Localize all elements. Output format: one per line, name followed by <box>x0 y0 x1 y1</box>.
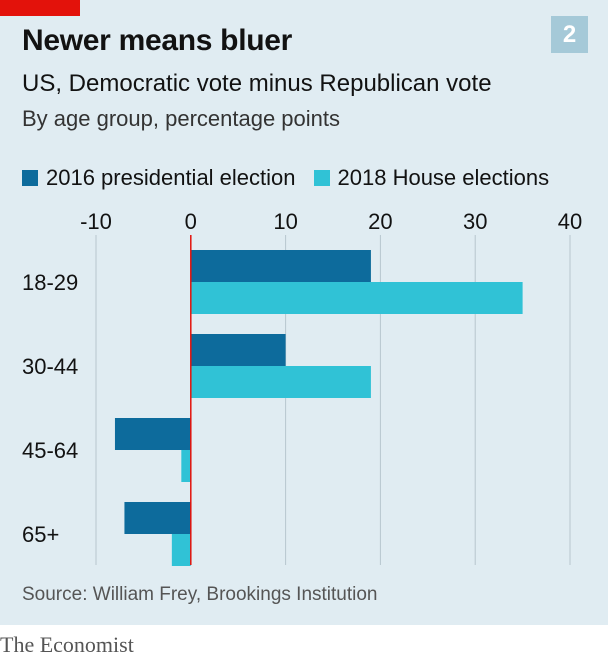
chart-title: Newer means bluer <box>22 24 293 57</box>
legend-item-2018: 2018 House elections <box>313 165 550 191</box>
x-tick-label: 40 <box>558 209 582 234</box>
bar-2018 <box>181 450 191 482</box>
legend-item-2016: 2016 presidential election <box>22 165 296 191</box>
x-tick-label: 10 <box>273 209 297 234</box>
legend-swatch-2018 <box>313 170 330 186</box>
chart-subtitle: US, Democratic vote minus Republican vot… <box>22 70 492 97</box>
bar-2016 <box>190 250 371 282</box>
category-label: 45-64 <box>22 438 78 463</box>
bar-2016 <box>190 334 286 366</box>
brand-red-tag <box>0 0 80 16</box>
bar-2016 <box>124 502 191 534</box>
bar-2016 <box>114 418 191 450</box>
x-tick-label: 20 <box>368 209 392 234</box>
x-tick-label: -10 <box>80 209 112 234</box>
legend-swatch-2016 <box>22 170 38 186</box>
bar-2018 <box>171 534 191 566</box>
bar-chart-plot: -10 0 10 20 30 40 18-29 30-44 45-64 65+ <box>22 209 582 566</box>
legend-label-2016: 2016 presidential election <box>46 165 296 190</box>
source-note: Source: William Frey, Brookings Institut… <box>22 584 378 605</box>
x-tick-label: 30 <box>463 209 487 234</box>
category-label: 18-29 <box>22 270 78 295</box>
bar-2018 <box>190 366 371 398</box>
x-tick-label: 0 <box>185 209 197 234</box>
chart-unit-note: By age group, percentage points <box>22 106 341 131</box>
bar-2018 <box>190 282 523 314</box>
brand-wordmark: The Economist <box>0 632 134 657</box>
category-label: 65+ <box>22 522 59 547</box>
chart-number-badge: 2 <box>551 16 588 53</box>
chart-legend: 2016 presidential election 2018 House el… <box>22 163 567 193</box>
legend-label-2018: 2018 House elections <box>337 165 550 190</box>
category-label: 30-44 <box>22 354 78 379</box>
